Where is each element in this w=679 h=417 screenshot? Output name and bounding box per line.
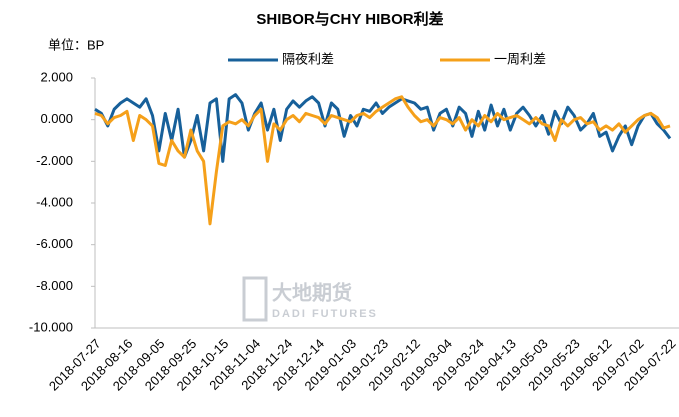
legend-label: 一周利差 bbox=[494, 51, 546, 66]
unit-label: 单位：BP bbox=[48, 37, 104, 52]
y-tick-label: -6.000 bbox=[36, 236, 73, 251]
legend-label: 隔夜利差 bbox=[282, 51, 334, 66]
watermark-logo bbox=[242, 276, 268, 322]
watermark: 大地期货 bbox=[272, 280, 352, 304]
y-tick-label: -2.000 bbox=[36, 153, 73, 168]
series-line bbox=[94, 95, 671, 226]
y-tick-label: -4.000 bbox=[36, 194, 73, 209]
series-line bbox=[94, 93, 672, 163]
y-tick-label: -10.000 bbox=[29, 319, 73, 334]
y-tick-label: 0.000 bbox=[40, 111, 73, 126]
watermark-sub: DADI FUTURES bbox=[272, 308, 378, 320]
chart-title: SHIBOR与CHY HIBOR利差 bbox=[256, 10, 443, 28]
y-tick-label: 2.000 bbox=[40, 69, 73, 84]
y-tick-label: -8.000 bbox=[36, 278, 73, 293]
